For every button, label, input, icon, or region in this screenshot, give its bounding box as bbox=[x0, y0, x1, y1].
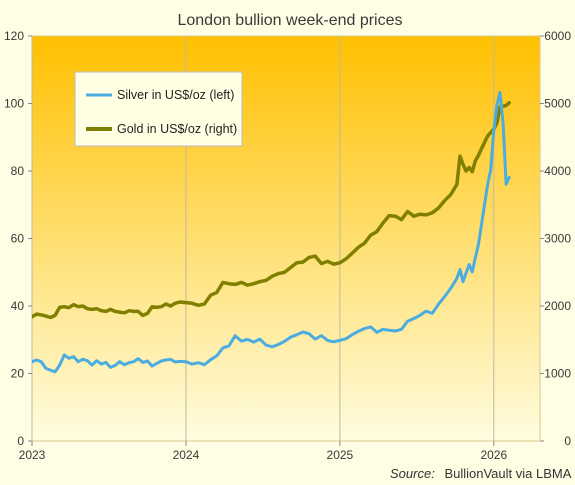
legend: Silver in US$/oz (left) Gold in US$/oz (… bbox=[74, 71, 243, 147]
y-right-tick-label-4000: 4000 bbox=[544, 164, 571, 178]
y-left-tick-label-100: 100 bbox=[4, 97, 24, 111]
series-lines bbox=[32, 90, 511, 374]
y-left-tick-label-80: 80 bbox=[11, 164, 25, 178]
y-left-tick-label-120: 120 bbox=[4, 29, 24, 43]
source-value: BullionVault via LBMA bbox=[444, 466, 571, 481]
x-tick-label-2026: 2026 bbox=[480, 448, 507, 462]
x-tick-label-2023: 2023 bbox=[19, 448, 46, 462]
axes: 2023 2024 2025 2026 0 20 40 60 80 100 120 0 1000 2000… bbox=[4, 29, 571, 462]
x-tick-label-2025: 2025 bbox=[327, 448, 354, 462]
y-right-tick-label-3000: 3000 bbox=[544, 232, 571, 246]
source-note: Source: BullionVault via LBMA bbox=[390, 466, 572, 481]
y-left-tick-label-40: 40 bbox=[11, 299, 25, 313]
gold-price-line bbox=[32, 101, 511, 320]
y-left-tick-label-20: 20 bbox=[11, 367, 25, 381]
silver-price-line bbox=[32, 90, 511, 374]
y-right-tick-label-5000: 5000 bbox=[544, 97, 571, 111]
y-right-tick-label-0: 0 bbox=[564, 434, 571, 448]
y-right-tick-label-1000: 1000 bbox=[544, 367, 571, 381]
y-right-tick-label-6000: 6000 bbox=[544, 29, 571, 43]
x-tick-label-2024: 2024 bbox=[173, 448, 200, 462]
y-left-tick-label-0: 0 bbox=[17, 434, 24, 448]
legend-label-silver: Silver in US$/oz (left) bbox=[117, 88, 234, 102]
y-left-tick-label-60: 60 bbox=[11, 232, 25, 246]
legend-box bbox=[74, 71, 243, 147]
legend-label-gold: Gold in US$/oz (right) bbox=[117, 122, 237, 136]
chart-title: London bullion week-end prices bbox=[177, 12, 402, 29]
y-right-tick-label-2000: 2000 bbox=[544, 299, 571, 313]
source-label: Source: bbox=[390, 466, 435, 481]
